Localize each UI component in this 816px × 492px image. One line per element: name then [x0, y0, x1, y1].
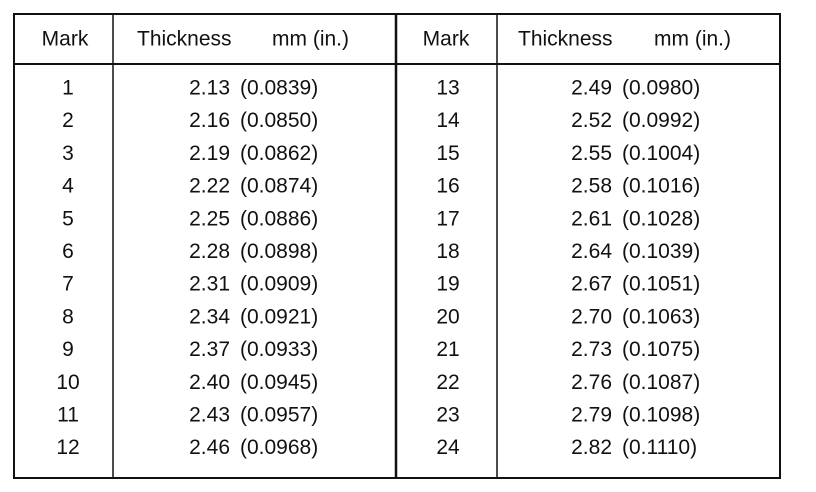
- mark-cell: 6: [62, 240, 74, 263]
- mm-cell: 2.67: [571, 273, 612, 296]
- inch-cell: (0.1063): [622, 305, 700, 328]
- inch-cell: (0.0886): [240, 207, 318, 230]
- inch-cell: (0.1110): [622, 436, 697, 459]
- mm-cell: 2.16: [189, 109, 230, 132]
- inch-cell: (0.0921): [240, 305, 318, 328]
- mm-cell: 2.76: [571, 371, 612, 394]
- inch-cell: (0.1028): [622, 207, 700, 230]
- inch-cell: (0.0957): [240, 404, 318, 427]
- mm-cell: 2.52: [571, 109, 612, 132]
- mark-cell: 20: [436, 305, 459, 328]
- inch-cell: (0.1039): [622, 240, 700, 263]
- header-cell: Thickness: [518, 28, 613, 51]
- mark-cell: 7: [62, 273, 74, 296]
- mark-cell: 15: [436, 142, 459, 165]
- inch-cell: (0.0850): [240, 109, 318, 132]
- mark-cell: 24: [436, 436, 460, 459]
- mark-cell: 1: [62, 77, 74, 100]
- mark-cell: 12: [56, 436, 79, 459]
- mark-cell: 21: [436, 338, 459, 361]
- mark-cell: 10: [56, 371, 79, 394]
- mm-cell: 2.34: [189, 305, 230, 328]
- mm-cell: 2.58: [571, 175, 612, 198]
- inch-cell: (0.1087): [622, 371, 700, 394]
- inch-cell: (0.0945): [240, 371, 318, 394]
- inch-cell: (0.1098): [622, 404, 700, 427]
- inch-cell: (0.1075): [622, 338, 700, 361]
- mark-cell: 8: [62, 305, 74, 328]
- mm-cell: 2.79: [571, 404, 612, 427]
- mm-cell: 2.64: [571, 240, 612, 263]
- mark-cell: 17: [436, 207, 459, 230]
- mark-cell: 19: [436, 273, 459, 296]
- inch-cell: (0.1051): [622, 273, 700, 296]
- inch-cell: (0.0968): [240, 436, 318, 459]
- mm-cell: 2.73: [571, 338, 612, 361]
- inch-cell: (0.0992): [622, 109, 700, 132]
- inch-cell: (0.0839): [240, 77, 318, 100]
- inch-cell: (0.0862): [240, 142, 318, 165]
- mm-cell: 2.46: [189, 436, 230, 459]
- header-cell: mm (in.): [654, 28, 731, 51]
- mark-cell: 22: [436, 371, 459, 394]
- mm-cell: 2.70: [571, 305, 612, 328]
- inch-cell: (0.1016): [622, 175, 700, 198]
- header-cell: Mark: [423, 28, 470, 51]
- mark-cell: 3: [62, 142, 74, 165]
- mm-cell: 2.37: [189, 338, 230, 361]
- mark-cell: 14: [436, 109, 460, 132]
- mark-cell: 5: [62, 207, 74, 230]
- mark-cell: 18: [436, 240, 459, 263]
- mm-cell: 2.61: [571, 207, 612, 230]
- mark-cell: 11: [57, 404, 79, 427]
- inch-cell: (0.0898): [240, 240, 318, 263]
- mark-cell: 13: [436, 77, 459, 100]
- inch-cell: (0.0874): [240, 175, 318, 198]
- mark-cell: 4: [62, 175, 74, 198]
- mark-cell: 23: [436, 404, 459, 427]
- inch-cell: (0.0909): [240, 273, 318, 296]
- header-cell: Mark: [42, 28, 89, 51]
- mm-cell: 2.25: [189, 207, 230, 230]
- mark-cell: 2: [62, 109, 74, 132]
- header-cell: mm (in.): [272, 28, 349, 51]
- mm-cell: 2.31: [189, 273, 230, 296]
- mm-cell: 2.82: [571, 436, 612, 459]
- inch-cell: (0.0980): [622, 77, 700, 100]
- inch-cell: (0.0933): [240, 338, 318, 361]
- mark-cell: 16: [436, 175, 459, 198]
- mm-cell: 2.22: [189, 175, 230, 198]
- mm-cell: 2.19: [189, 142, 230, 165]
- mm-cell: 2.43: [189, 404, 230, 427]
- inch-cell: (0.1004): [622, 142, 700, 165]
- mm-cell: 2.28: [189, 240, 230, 263]
- mark-cell: 9: [62, 338, 74, 361]
- mm-cell: 2.49: [571, 77, 612, 100]
- header-cell: Thickness: [137, 28, 232, 51]
- mm-cell: 2.55: [571, 142, 612, 165]
- mm-cell: 2.13: [189, 77, 230, 100]
- mm-cell: 2.40: [189, 371, 230, 394]
